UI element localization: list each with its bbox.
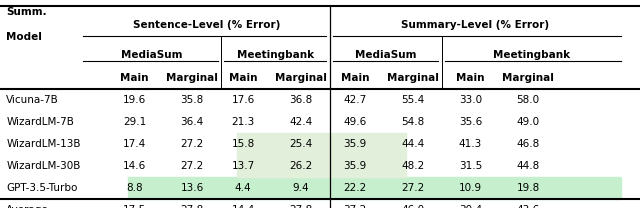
Text: Main: Main <box>456 73 484 83</box>
Text: 33.0: 33.0 <box>459 95 482 105</box>
Text: 9.4: 9.4 <box>292 183 309 193</box>
Text: MediaSum: MediaSum <box>355 50 417 60</box>
Text: WizardLM-7B: WizardLM-7B <box>6 117 74 127</box>
Text: 30.4: 30.4 <box>459 204 482 208</box>
Text: 27.8: 27.8 <box>289 204 312 208</box>
Text: GPT-3.5-Turbo: GPT-3.5-Turbo <box>6 183 78 193</box>
Text: 37.2: 37.2 <box>344 204 367 208</box>
Text: 35.9: 35.9 <box>344 139 367 149</box>
Text: Main: Main <box>341 73 369 83</box>
Text: 44.8: 44.8 <box>516 161 540 171</box>
Text: 41.3: 41.3 <box>459 139 482 149</box>
Text: 22.2: 22.2 <box>344 183 367 193</box>
Text: 19.6: 19.6 <box>123 95 146 105</box>
Text: Marginal: Marginal <box>275 73 327 83</box>
Text: 15.8: 15.8 <box>232 139 255 149</box>
Text: 27.8: 27.8 <box>180 204 204 208</box>
Text: Summary-Level (% Error): Summary-Level (% Error) <box>401 20 549 30</box>
Text: 27.2: 27.2 <box>180 161 204 171</box>
Text: Marginal: Marginal <box>387 73 439 83</box>
Text: 25.4: 25.4 <box>289 139 312 149</box>
Text: 17.4: 17.4 <box>123 139 146 149</box>
Text: 46.8: 46.8 <box>516 139 540 149</box>
Text: Summ.: Summ. <box>6 7 47 17</box>
Text: 26.2: 26.2 <box>289 161 312 171</box>
Text: 35.9: 35.9 <box>344 161 367 171</box>
Text: 44.4: 44.4 <box>401 139 424 149</box>
Text: 29.1: 29.1 <box>123 117 146 127</box>
Bar <box>237 155 349 177</box>
Text: 4.4: 4.4 <box>235 183 252 193</box>
Text: Meetingbank: Meetingbank <box>493 50 570 60</box>
Text: Marginal: Marginal <box>502 73 554 83</box>
Text: 17.5: 17.5 <box>123 204 146 208</box>
Text: WizardLM-13B: WizardLM-13B <box>6 139 81 149</box>
Text: WizardLM-30B: WizardLM-30B <box>6 161 81 171</box>
Text: Sentence-Level (% Error): Sentence-Level (% Error) <box>132 20 280 30</box>
Text: 42.7: 42.7 <box>344 95 367 105</box>
Text: MediaSum: MediaSum <box>121 50 183 60</box>
Text: 58.0: 58.0 <box>516 95 540 105</box>
Text: 43.6: 43.6 <box>516 204 540 208</box>
Text: 14.4: 14.4 <box>232 204 255 208</box>
Text: 13.6: 13.6 <box>180 183 204 193</box>
Text: 31.5: 31.5 <box>459 161 482 171</box>
Text: Marginal: Marginal <box>166 73 218 83</box>
Text: 46.0: 46.0 <box>401 204 424 208</box>
Bar <box>128 177 621 199</box>
Text: 14.6: 14.6 <box>123 161 146 171</box>
Text: Vicuna-7B: Vicuna-7B <box>6 95 59 105</box>
Text: 17.6: 17.6 <box>232 95 255 105</box>
Text: 42.4: 42.4 <box>289 117 312 127</box>
Text: 54.8: 54.8 <box>401 117 424 127</box>
Text: 13.7: 13.7 <box>232 161 255 171</box>
Text: 36.8: 36.8 <box>289 95 312 105</box>
Text: Model: Model <box>6 32 42 42</box>
Text: Meetingbank: Meetingbank <box>237 50 314 60</box>
Text: Main: Main <box>120 73 148 83</box>
Text: 10.9: 10.9 <box>459 183 482 193</box>
Text: 36.4: 36.4 <box>180 117 204 127</box>
Bar <box>349 155 406 177</box>
Text: Average: Average <box>6 204 49 208</box>
Text: 48.2: 48.2 <box>401 161 424 171</box>
Bar <box>349 133 406 155</box>
Text: 55.4: 55.4 <box>401 95 424 105</box>
Text: 27.2: 27.2 <box>180 139 204 149</box>
Bar <box>237 133 349 155</box>
Text: Main: Main <box>229 73 257 83</box>
Text: 35.6: 35.6 <box>459 117 482 127</box>
Text: 49.6: 49.6 <box>344 117 367 127</box>
Text: 8.8: 8.8 <box>126 183 143 193</box>
Text: 27.2: 27.2 <box>401 183 424 193</box>
Text: 21.3: 21.3 <box>232 117 255 127</box>
Text: 49.0: 49.0 <box>516 117 540 127</box>
Text: 35.8: 35.8 <box>180 95 204 105</box>
Text: 19.8: 19.8 <box>516 183 540 193</box>
